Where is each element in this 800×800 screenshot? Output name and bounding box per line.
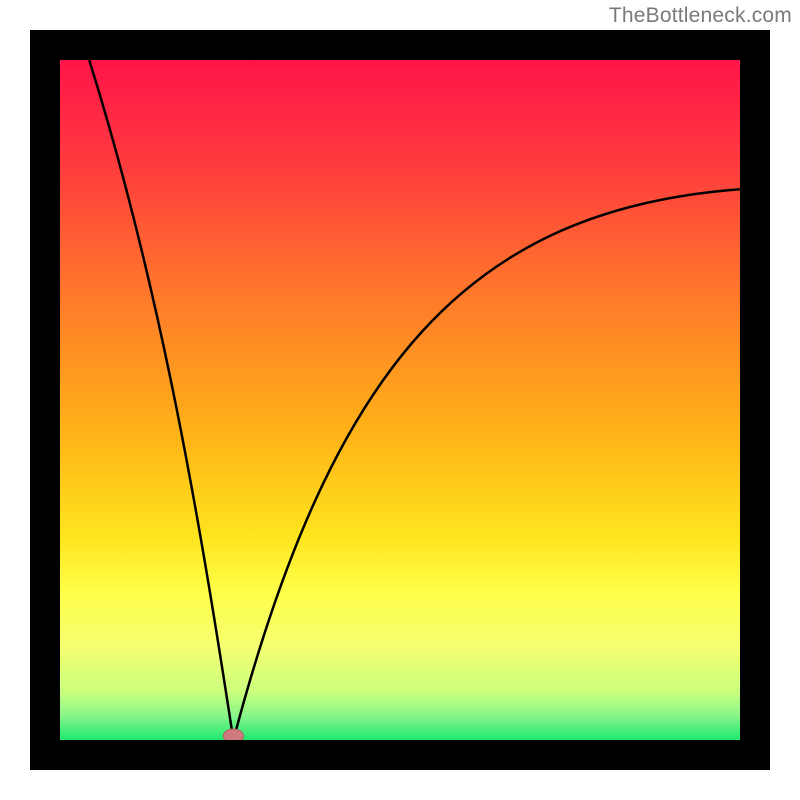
chart-svg (0, 0, 800, 800)
watermark-label: TheBottleneck.com (609, 4, 792, 28)
chart-stage: TheBottleneck.com (0, 0, 800, 800)
plot-background (60, 60, 740, 740)
